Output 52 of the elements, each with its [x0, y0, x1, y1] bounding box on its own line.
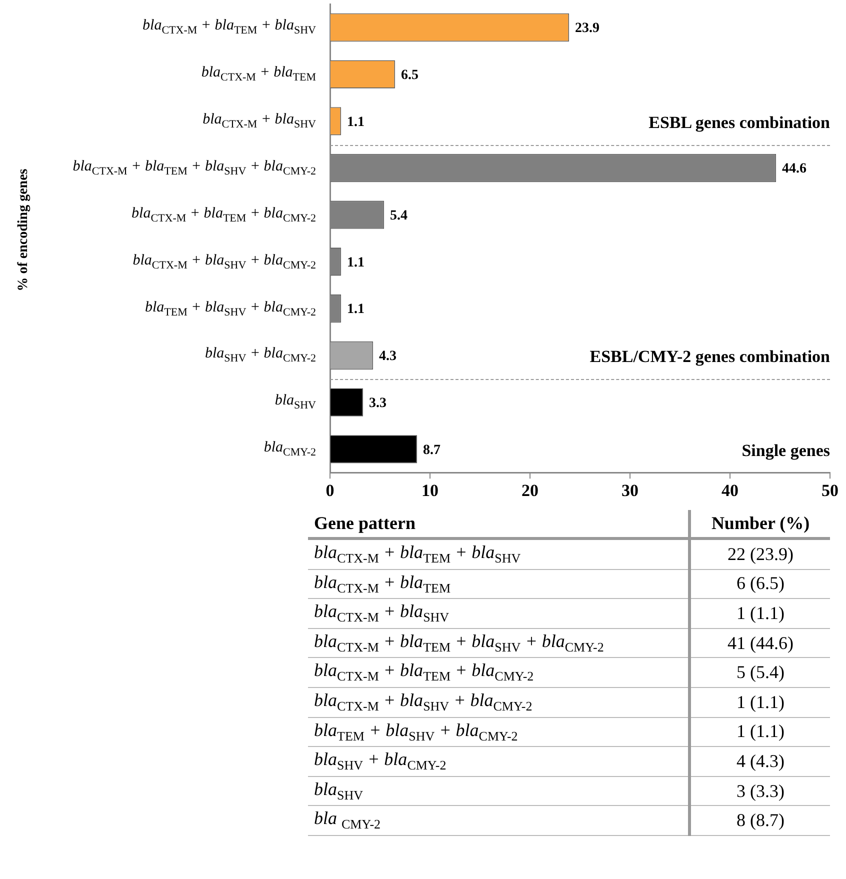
category-label: bla$_{CTX-M}$ + bla$_{TEM}$: [308, 569, 690, 599]
text: Number (%): [690, 510, 830, 538]
x-tick-label: 40: [722, 481, 738, 500]
x-tick-label: 0: [326, 481, 334, 500]
category-label: bla$_{CTX-M}$ + bla$_{SHV}$ + bla$_{CMY-2}$: [308, 687, 690, 718]
y-tick-label: bla$_{SHV}$ + bla$_{CMY-2}$: [205, 346, 316, 365]
y-tick-label: bla$_{CMY-2}$: [264, 440, 316, 459]
category-label: bla$_{SHV}$: [308, 776, 690, 806]
text: 5 (5.4): [736, 662, 785, 682]
annotation: ESBL genes combination: [648, 113, 830, 134]
data-label: 1.1: [347, 255, 364, 270]
category-label: bla$_{CTX-M}$ + bla$_{SHV}$: [308, 598, 690, 628]
text: 6 (6.5): [736, 573, 785, 594]
x-tick-label: 10: [422, 481, 438, 500]
data-label: 44.6: [782, 162, 806, 177]
y-tick-label: bla$_{CTX-M}$ + bla$_{SHV}$ + bla$_{CMY-2}$: [132, 252, 316, 272]
text: 3 (3.3): [736, 780, 785, 801]
text: 41 (44.6): [728, 632, 794, 653]
text: Gene pattern: [308, 510, 690, 538]
category-label: bla$_{CTX-M}$ + bla$_{TEM}$ + bla$_{SHV}$ + bla$_{CMY-2}$: [308, 628, 690, 658]
category-label: bla$_{CTX-M}$ + bla$_{TEM}$ + bla$_{SHV}$: [308, 538, 690, 570]
y-tick-label: bla$_{TEM}$ + bla$_{SHV}$ + bla$_{CMY-2}$: [144, 299, 316, 318]
data-label: 5.4: [390, 208, 408, 224]
text: 8 (8.7): [736, 810, 785, 830]
text: 1 (1.1): [736, 721, 785, 742]
category-label: bla$_{TEM}$ + bla$_{SHV}$ + bla$_{CMY-2}$: [308, 717, 690, 747]
text: 4 (4.3): [736, 750, 785, 771]
data-label: 1.1: [347, 302, 364, 318]
category-label: bla$_{CTX-M}$ + bla$_{TEM}$ + bla$_{CMY-2}$: [308, 658, 690, 688]
x-tick-label: 30: [622, 481, 638, 500]
y-tick-label: bla$_{CTX-M}$ + bla$_{TEM}$ + bla$_{SHV}$ + bla$_{CMY-2}$: [72, 158, 316, 178]
y-tick-label: bla$_{CTX-M}$ + bla$_{SHV}$: [202, 112, 316, 131]
x-tick-label: 20: [522, 481, 538, 500]
data-label: 6.5: [401, 68, 418, 83]
category-label: bla $_{CMY-2}$: [308, 806, 690, 836]
data-label: 4.3: [379, 349, 396, 364]
text: 1 (1.1): [736, 692, 785, 712]
data-label: 1.1: [347, 114, 364, 130]
annotation: ESBL/CMY-2 genes combination: [590, 347, 830, 368]
y-tick-label: bla$_{SHV}$: [274, 392, 316, 412]
y-axis-title: % of encoding genes: [16, 168, 32, 292]
text: 22 (23.9): [728, 544, 794, 564]
y-tick-label: bla$_{CTX-M}$ + bla$_{TEM}$: [201, 64, 316, 84]
data-label: 3.3: [369, 396, 386, 411]
text: 1 (1.1): [736, 602, 785, 623]
data-label: 8.7: [423, 442, 440, 458]
x-tick-label: 50: [822, 481, 838, 500]
y-tick-label: bla$_{CTX-M}$ + bla$_{TEM}$ + bla$_{CMY-2}$: [132, 205, 316, 224]
data-label: 23.9: [575, 21, 600, 36]
y-tick-label: bla$_{CTX-M}$ + bla$_{TEM}$ + bla$_{SHV}$: [142, 18, 316, 37]
annotation: Single genes: [742, 441, 830, 462]
category-label: bla$_{SHV}$ + bla$_{CMY-2}$: [308, 746, 690, 776]
